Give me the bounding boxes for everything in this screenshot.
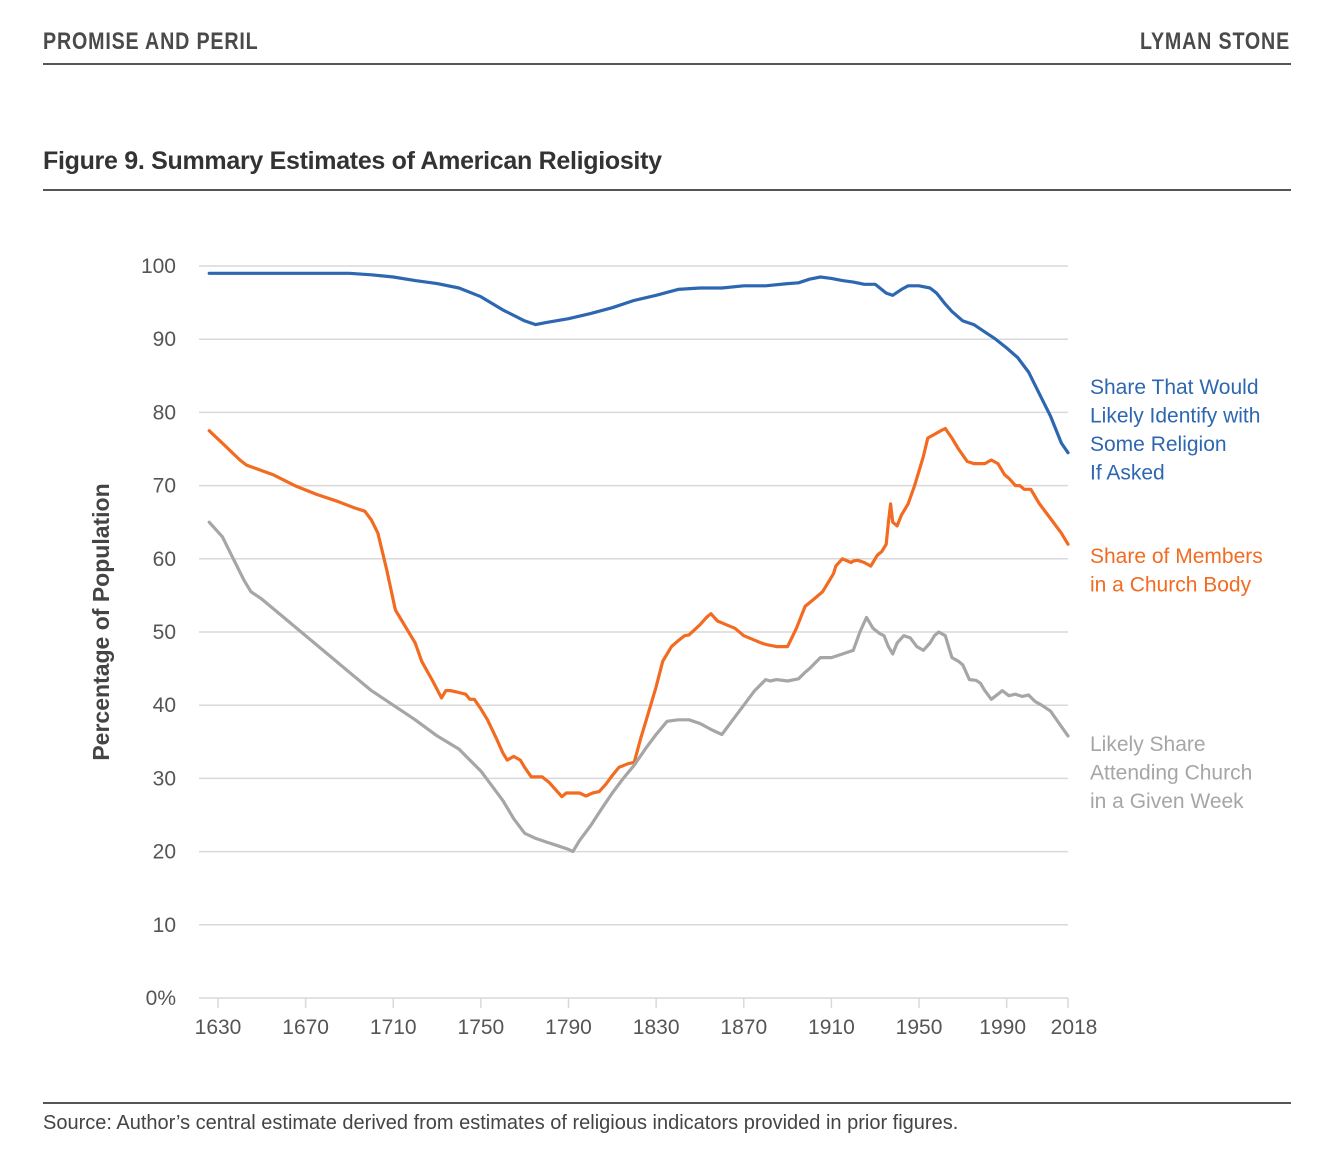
series-label-line: in a Church Body: [1090, 574, 1252, 597]
x-tick-label: 1990: [979, 1016, 1026, 1039]
series-label-line: If Asked: [1090, 462, 1165, 485]
series-label-line: Share That Would: [1090, 376, 1259, 399]
series-labels: Share That Would Likely Identify with Some…: [1090, 376, 1263, 813]
x-tick-label: 1670: [282, 1016, 329, 1039]
series-label-members: Share of Members in a Church Body: [1090, 545, 1263, 597]
x-tick-label: 1630: [195, 1016, 242, 1039]
x-tick-label: 1950: [896, 1016, 943, 1039]
series-label-line: Attending Church: [1090, 762, 1252, 785]
y-axis-ticks: 0% 10 20 30 40 50 60 70 80 90 100: [141, 255, 176, 1010]
x-tick-label: 1830: [633, 1016, 680, 1039]
y-tick-label: 100: [141, 255, 176, 278]
y-tick-label: 30: [153, 767, 176, 790]
header-divider: [43, 63, 1291, 65]
y-tick-label: 90: [153, 328, 176, 351]
author-header: LYMAN STONE: [1139, 28, 1290, 55]
series-line-attending: [207, 520, 1070, 854]
x-tick-label: 1870: [720, 1016, 767, 1039]
x-tick-label: 1750: [458, 1016, 505, 1039]
report-title-header: PROMISE AND PERIL: [43, 28, 259, 55]
x-tick-label: 1910: [808, 1016, 855, 1039]
series-label-identify: Share That Would Likely Identify with Some…: [1090, 376, 1260, 485]
series-lines: [207, 271, 1070, 854]
y-tick-label: 70: [153, 475, 176, 498]
x-tick-label: 2018: [1051, 1016, 1098, 1039]
series-label-attending: Likely Share Attending Church in a Given W…: [1090, 733, 1252, 813]
series-line-identify: [207, 271, 1070, 455]
gridlines: [199, 265, 1068, 926]
series-line-members: [207, 426, 1070, 799]
title-divider: [43, 189, 1291, 191]
series-label-line: in a Given Week: [1090, 790, 1244, 813]
y-tick-label: 40: [153, 694, 176, 717]
series-label-line: Likely Share: [1090, 733, 1206, 756]
y-tick-label: 60: [153, 548, 176, 571]
y-tick-label: 50: [153, 621, 176, 644]
series-label-line: Likely Identify with: [1090, 405, 1260, 428]
y-tick-label: 80: [153, 401, 176, 424]
y-axis-label: Percentage of Population: [88, 483, 114, 760]
x-axis-ticks: 1630 1670 1710 1750 1790 1830 1870 1910 1950 1990…: [195, 998, 1098, 1039]
figure-title: Figure 9. Summary Estimates of American …: [43, 147, 662, 175]
x-tick-label: 1790: [545, 1016, 592, 1039]
y-tick-label: 20: [153, 841, 176, 864]
series-label-line: Share of Members: [1090, 545, 1263, 568]
source-note: Source: Author’s central estimate derive…: [43, 1112, 959, 1134]
series-label-line: Some Religion: [1090, 433, 1227, 456]
x-tick-label: 1710: [370, 1016, 417, 1039]
footer-divider: [43, 1102, 1291, 1104]
y-tick-label: 10: [153, 914, 176, 937]
y-tick-label: 0%: [146, 987, 176, 1010]
